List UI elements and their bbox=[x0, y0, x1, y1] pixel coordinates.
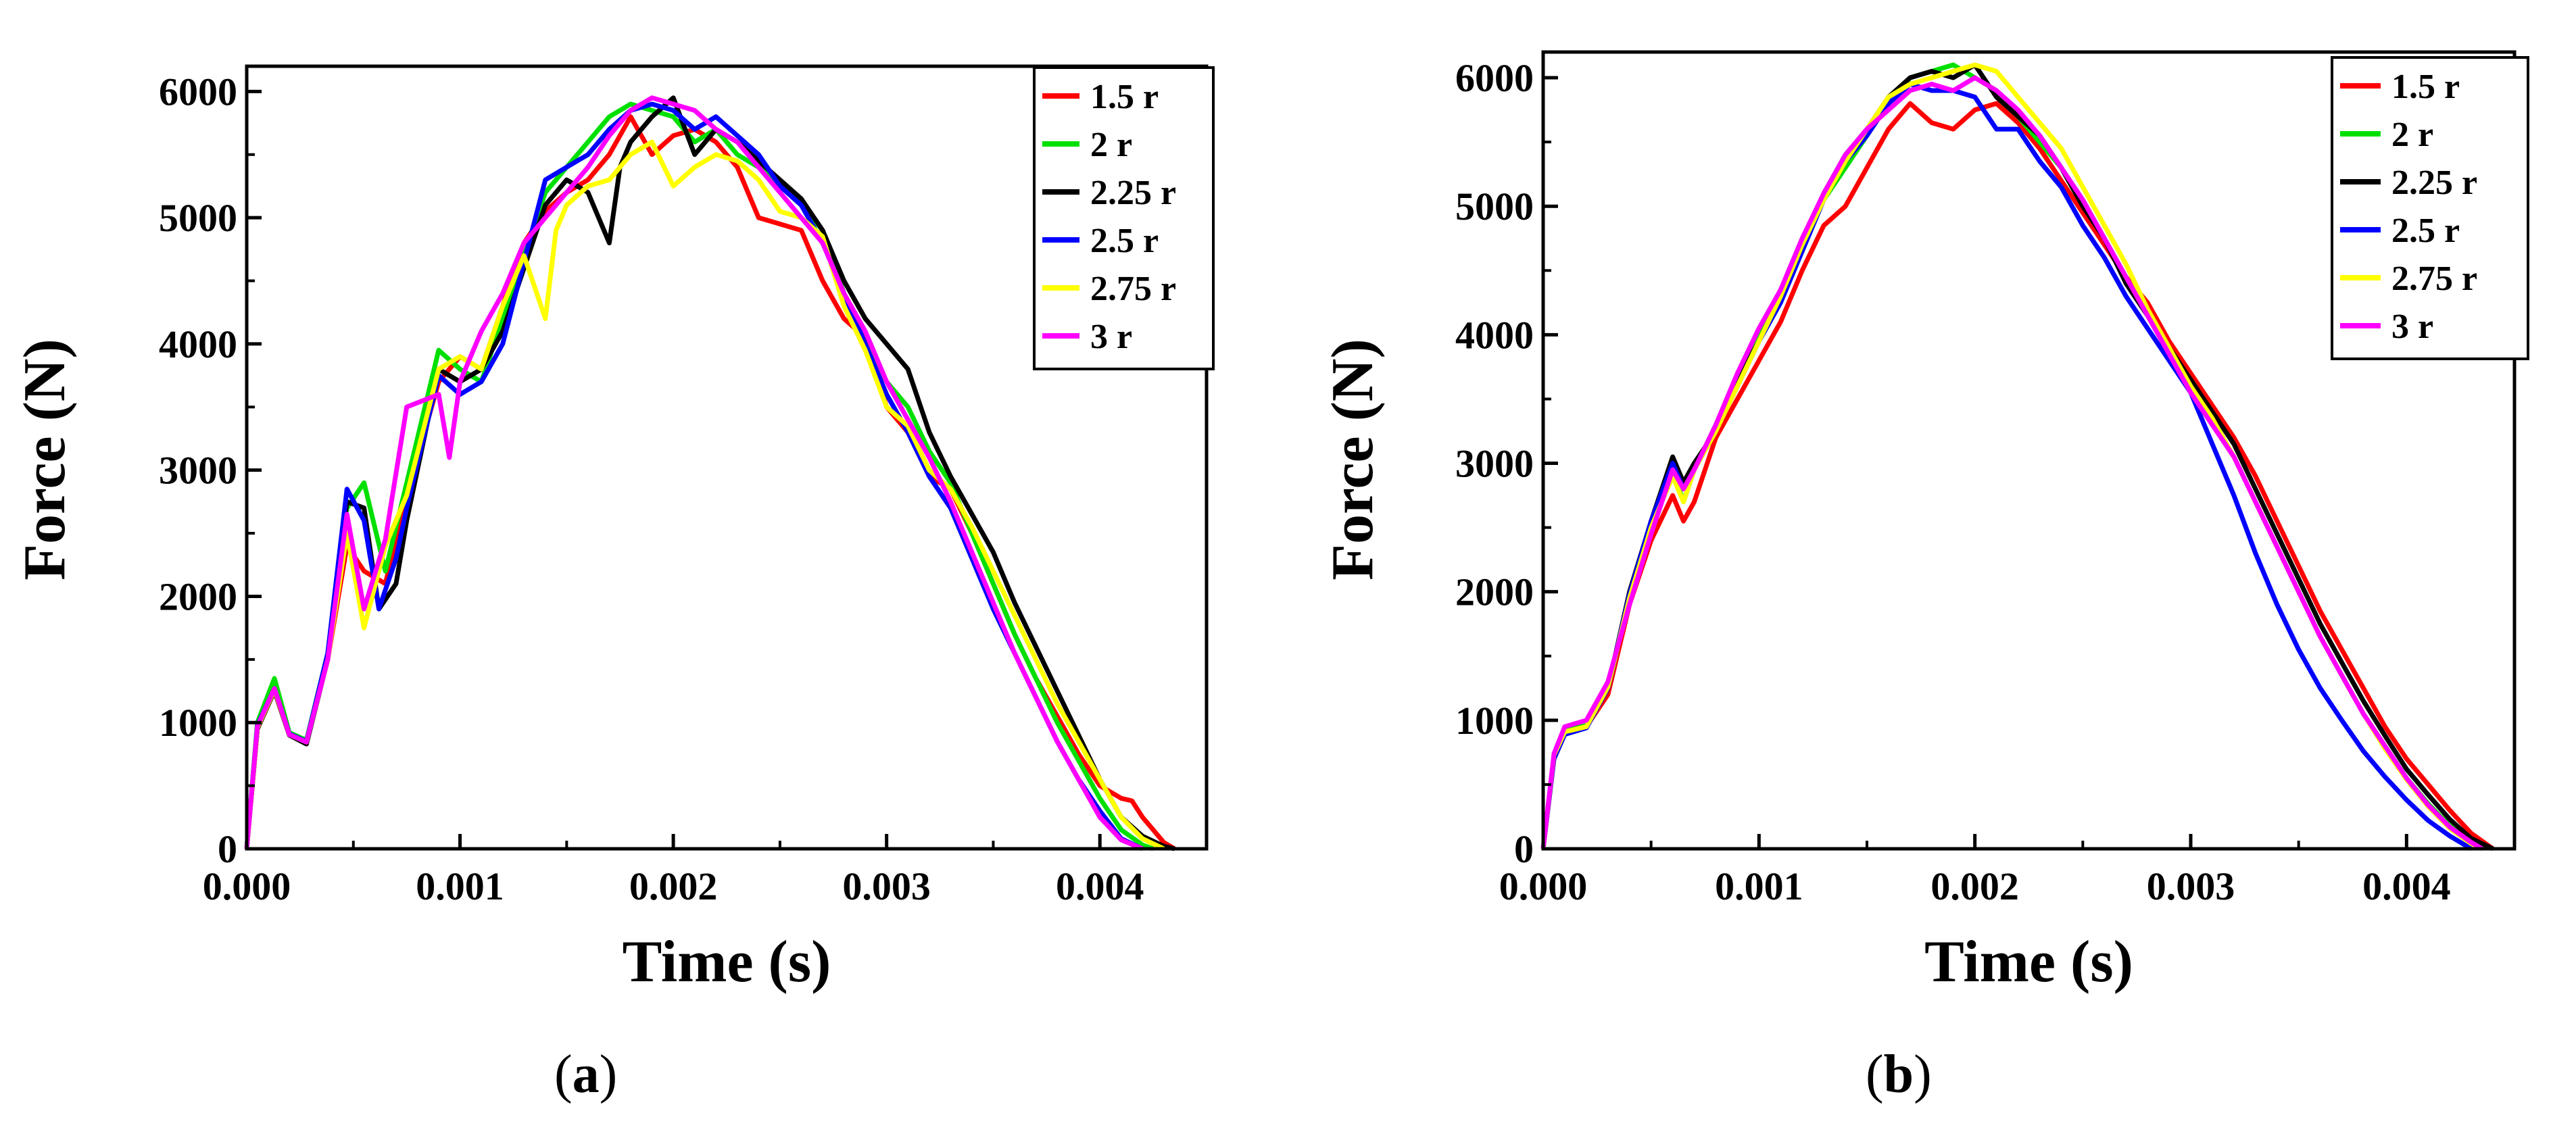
plot-frame bbox=[245, 64, 1209, 851]
x-tick-label: 0.003 bbox=[2147, 864, 2235, 908]
y-tick-label: 4000 bbox=[159, 322, 237, 366]
legend-label: 2.5 r bbox=[2391, 212, 2460, 250]
legend: 1.5 r 2 r 2.25 r 2.5 r 2.75 r 3 r bbox=[1033, 66, 1215, 370]
y-tick-label: 6000 bbox=[1455, 56, 1534, 100]
series-line-2-75-r bbox=[244, 139, 1165, 851]
x-tick-label: 0.004 bbox=[1056, 864, 1144, 908]
y-tick-label: 2000 bbox=[1455, 570, 1534, 614]
series-line-3-r bbox=[1540, 75, 2483, 851]
y-tick-label: 4000 bbox=[1455, 313, 1534, 357]
y-tick-label: 5000 bbox=[1455, 184, 1534, 228]
panel-letter-b: b bbox=[1883, 1045, 1914, 1104]
x-tick-label: 0.002 bbox=[629, 864, 718, 908]
y-tick-label: 0 bbox=[218, 827, 237, 871]
legend-label: 1.5 r bbox=[1090, 78, 1159, 116]
series-line-1-5-r bbox=[1540, 101, 2495, 851]
chart-panel-a: 0.000 0.001 0.002 0.003 0.004 0 1000 2000 3000 40… bbox=[12, 64, 1215, 995]
y-tick-label: 3000 bbox=[159, 449, 237, 493]
series-line-3-r bbox=[244, 95, 1144, 851]
panel-letter-a: a bbox=[572, 1045, 600, 1104]
legend-box bbox=[2331, 56, 2529, 360]
series-line-2-r bbox=[244, 101, 1155, 851]
legend-label: 3 r bbox=[1090, 318, 1132, 356]
y-tick-label: 0 bbox=[1514, 827, 1534, 871]
x-tick-label: 0.001 bbox=[1715, 864, 1803, 908]
legend-label: 2.75 r bbox=[1090, 270, 1176, 308]
legend-label: 2.75 r bbox=[2391, 260, 2477, 298]
panel-caption-b: (b) bbox=[1866, 1045, 1932, 1104]
series-group bbox=[1540, 62, 2495, 851]
chart-panel-b: 0.000 0.001 0.002 0.003 0.004 0 1000 2000 3000 40… bbox=[1320, 50, 2529, 995]
x-tick-label: 0.000 bbox=[1499, 864, 1588, 908]
y-tick-label: 6000 bbox=[159, 70, 237, 114]
legend-label: 2.5 r bbox=[1090, 222, 1159, 260]
series-line-2-25-r bbox=[1540, 62, 2494, 851]
legend-label: 2.25 r bbox=[1090, 174, 1176, 212]
y-tick-label: 1000 bbox=[159, 701, 237, 745]
x-tick-label: 0.004 bbox=[2362, 864, 2451, 908]
legend-box bbox=[1033, 66, 1215, 370]
x-tick-label: 0.000 bbox=[203, 864, 291, 908]
x-tick-label: 0.001 bbox=[416, 864, 504, 908]
x-axis-label: Time (s) bbox=[1924, 929, 2133, 995]
series-group bbox=[244, 95, 1176, 851]
y-tick-label: 1000 bbox=[1455, 699, 1534, 743]
panel-caption-a: (a) bbox=[554, 1045, 618, 1104]
y-tick-label: 5000 bbox=[159, 196, 237, 240]
y-axis-label: Force (N) bbox=[1320, 339, 1386, 581]
legend-label: 3 r bbox=[2391, 307, 2433, 346]
plot-frame bbox=[1541, 50, 2517, 851]
legend-label: 1.5 r bbox=[2391, 68, 2460, 106]
x-axis-label: Time (s) bbox=[623, 929, 831, 995]
y-tick-label: 2000 bbox=[159, 574, 237, 618]
x-tick-label: 0.003 bbox=[842, 864, 931, 908]
x-tick-label: 0.002 bbox=[1930, 864, 2019, 908]
series-line-2-5-r bbox=[244, 101, 1144, 851]
legend: 1.5 r 2 r 2.25 r 2.5 r 2.75 r 3 r bbox=[2331, 56, 2529, 360]
legend-label: 2.25 r bbox=[2391, 164, 2477, 202]
legend-label: 2 r bbox=[2391, 116, 2433, 154]
y-tick-label: 3000 bbox=[1455, 442, 1534, 486]
y-axis-label: Force (N) bbox=[12, 339, 78, 581]
legend-label: 2 r bbox=[1090, 126, 1132, 164]
